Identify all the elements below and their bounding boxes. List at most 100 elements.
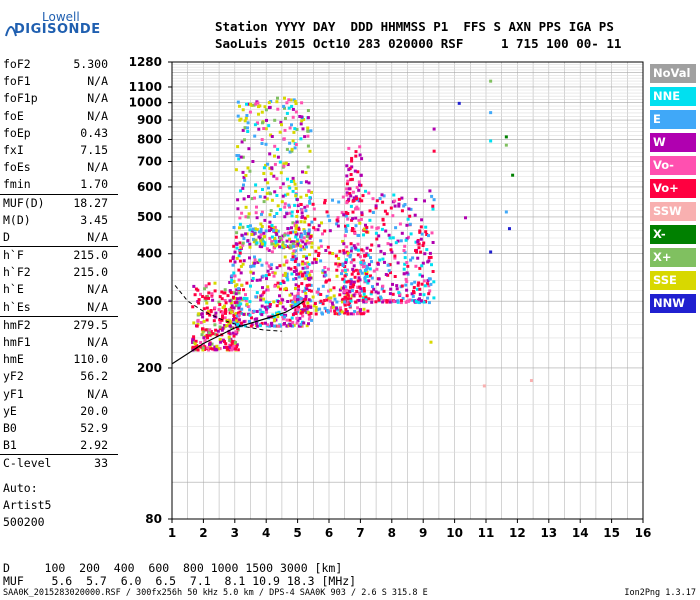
- echo-point: [345, 191, 349, 195]
- x-tick-label: 9: [419, 526, 427, 540]
- echo-point: [302, 321, 306, 325]
- echo-point: [273, 271, 277, 275]
- x-tick-label: 10: [446, 526, 463, 540]
- echo-point: [205, 318, 209, 322]
- x-tick-label: 8: [388, 526, 396, 540]
- echo-point: [230, 310, 234, 314]
- echo-point: [357, 188, 361, 192]
- echo-point: [269, 172, 273, 176]
- echo-point: [404, 283, 408, 287]
- echo-point: [230, 348, 234, 352]
- lowell-digisonde-logo: Lowell DIGISONDE: [2, 4, 112, 44]
- echo-point: [294, 230, 297, 234]
- echo-point: [235, 154, 239, 157]
- echo-point: [341, 195, 345, 199]
- echo-point: [415, 287, 419, 291]
- echo-point: [346, 312, 350, 316]
- echo-point: [345, 182, 349, 186]
- echo-point: [370, 300, 374, 304]
- param-row: C-level 33: [0, 455, 118, 472]
- echo-point: [267, 225, 271, 229]
- param-name: foEp: [3, 125, 31, 140]
- echo-point: [336, 216, 340, 220]
- echo-point: [402, 249, 406, 252]
- echo-point: [236, 145, 240, 149]
- echo-point: [340, 310, 344, 314]
- echo-point: [203, 287, 206, 291]
- echo-point: [234, 330, 238, 334]
- echo-point: [226, 294, 230, 298]
- echo-point: [245, 114, 249, 117]
- echo-point: [295, 128, 299, 131]
- echo-point: [398, 292, 402, 296]
- echo-point: [410, 282, 414, 286]
- echo-point: [349, 173, 353, 176]
- echo-point: [294, 227, 298, 230]
- echo-point: [310, 190, 313, 194]
- echo-point: [357, 199, 361, 203]
- echo-point: [260, 245, 264, 249]
- echo-point: [196, 318, 200, 322]
- echo-point: [382, 252, 386, 256]
- echo-point: [287, 266, 291, 270]
- echo-point: [291, 324, 295, 328]
- echo-point: [218, 327, 222, 331]
- echo-point: [291, 139, 295, 143]
- echo-point: [232, 314, 236, 317]
- echo-point: [299, 181, 303, 184]
- echo-point: [371, 211, 375, 214]
- echo-point: [323, 306, 327, 310]
- echo-point: [262, 166, 266, 170]
- echo-point: [351, 227, 354, 230]
- echo-point: [283, 271, 287, 275]
- echo-point: [289, 231, 293, 235]
- echo-point: [315, 290, 319, 294]
- auto-code: 500200: [3, 515, 45, 529]
- echo-point: [306, 109, 310, 112]
- echo-point: [416, 300, 420, 304]
- echo-point: [489, 139, 493, 143]
- echo-point: [229, 259, 232, 263]
- echo-point: [350, 165, 354, 169]
- echo-point: [291, 221, 295, 225]
- echo-point: [365, 246, 369, 250]
- echo-point: [300, 101, 304, 105]
- echo-point: [308, 273, 312, 277]
- echo-point: [247, 319, 251, 323]
- echo-point: [306, 214, 310, 218]
- echo-point: [294, 186, 298, 190]
- echo-point: [351, 267, 355, 271]
- echo-point: [278, 208, 282, 212]
- echo-point: [305, 256, 308, 260]
- param-row: yF2 56.2: [0, 368, 118, 385]
- echo-point: [422, 279, 426, 283]
- echo-point: [389, 248, 393, 252]
- x-tick-label: 2: [199, 526, 207, 540]
- echo-point: [246, 225, 250, 228]
- echo-point: [357, 291, 361, 295]
- echo-point: [252, 103, 256, 107]
- dashed-trace: [174, 285, 282, 332]
- echo-point: [220, 326, 224, 330]
- echo-point: [290, 147, 294, 151]
- echo-point: [288, 150, 292, 154]
- echo-point: [283, 202, 287, 206]
- echo-point: [192, 335, 196, 339]
- echo-point: [255, 291, 259, 295]
- echo-point: [362, 261, 366, 265]
- echo-point: [423, 284, 427, 288]
- param-name: C-level: [3, 456, 52, 471]
- echo-point: [200, 333, 204, 337]
- param-value: 5.300: [73, 57, 108, 71]
- echo-point: [296, 263, 300, 267]
- echo-point: [235, 343, 239, 347]
- echo-point: [425, 248, 429, 252]
- echo-point: [300, 115, 304, 119]
- echo-point: [259, 227, 263, 231]
- echo-point: [284, 161, 288, 165]
- echo-point: [374, 300, 378, 304]
- echo-point: [511, 173, 515, 177]
- echo-point: [260, 225, 264, 228]
- echo-point: [280, 123, 283, 127]
- echo-point: [283, 205, 287, 209]
